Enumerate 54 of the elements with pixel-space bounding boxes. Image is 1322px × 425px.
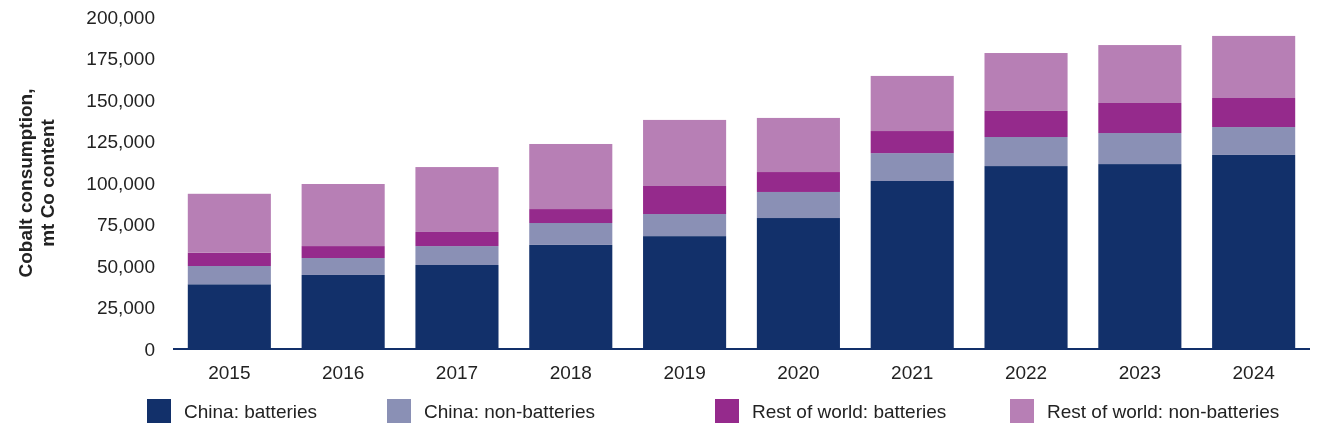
x-tick-label: 2022 [1004,362,1048,383]
bar [1212,127,1296,155]
bar [1212,35,1296,99]
y-axis-title: Cobalt consumption, mt Co content [15,88,58,278]
y-tick-label: 25,000 [96,297,155,319]
bar [1098,45,1182,103]
y-tick-label: 175,000 [86,48,155,70]
y-tick-label: 200,000 [86,6,155,28]
bar [187,266,271,285]
x-tick-label: 2017 [435,362,479,383]
bar [529,143,613,210]
legend-label: China: batteries [184,400,318,422]
bar [187,193,271,253]
bar [984,110,1068,138]
y-tick-label: 50,000 [96,255,155,277]
x-tick-label: 2018 [549,362,592,383]
bar [756,117,840,173]
bar [756,191,840,219]
bar [1098,102,1182,134]
x-tick-label: 2015 [208,362,251,383]
bar [870,153,954,182]
bar [529,209,613,224]
bar [301,258,385,275]
x-tick-label: 2023 [1118,362,1161,383]
legend-label: China: non-batteries [424,400,596,422]
y-tick-label: 0 [144,338,155,360]
bar [984,53,1068,111]
x-tick-label: 2021 [891,362,934,383]
bar [529,223,613,245]
bar [870,75,954,132]
bar [415,231,499,247]
bar [756,172,840,192]
bar [187,252,271,266]
bar [643,214,727,237]
x-tick-label: 2020 [777,362,820,383]
y-tick-label: 100,000 [86,172,155,194]
y-tick-label: 150,000 [86,89,155,111]
y-tick-label: 125,000 [86,131,155,153]
x-tick-label: 2016 [322,362,365,383]
bar [1212,98,1296,128]
x-tick-label: 2019 [663,362,706,383]
x-tick-label: 2024 [1232,362,1276,383]
bar [301,246,385,259]
bar [415,246,499,265]
bar [984,137,1068,167]
bar [301,184,385,247]
bar [415,167,499,232]
bar [870,131,954,154]
legend-label: Rest of world: batteries [752,400,947,422]
bar [643,119,727,186]
bar [1098,133,1182,165]
bar [643,185,727,215]
legend-label: Rest of world: non-batteries [1047,400,1280,422]
y-tick-label: 75,000 [96,214,155,236]
